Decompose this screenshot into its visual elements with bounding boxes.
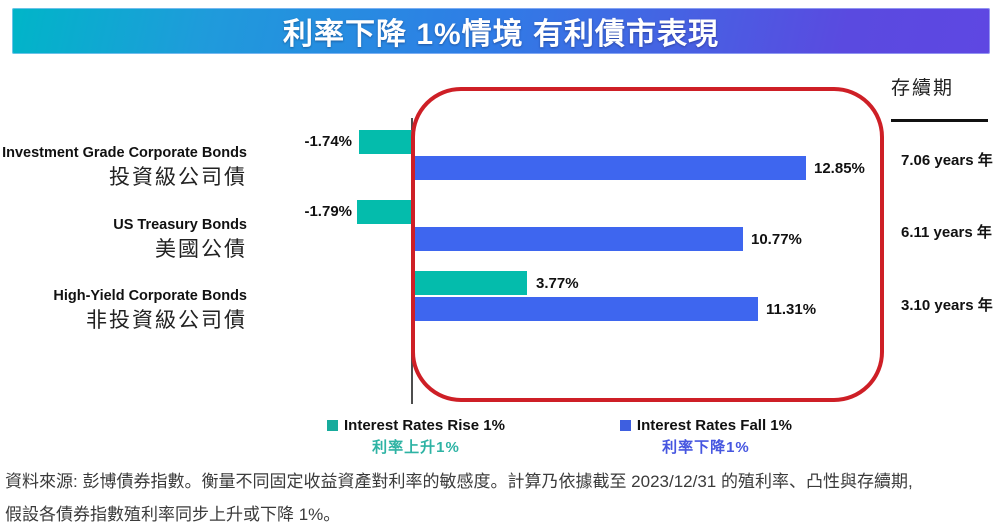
category-label-high-yield: High-Yield Corporate Bonds 非投資級公司債 bbox=[0, 288, 247, 332]
footnote-line-1: 資料來源: 彭博債券指數。衡量不同固定收益資產對利率的敏感度。計算乃依據截至 2… bbox=[5, 472, 913, 491]
page-title: 利率下降 1%情境 有利債市表現 bbox=[282, 18, 720, 51]
rise-bar-us-treasury bbox=[357, 200, 412, 224]
rise-bar-high-yield bbox=[413, 271, 527, 295]
rise-value-label: -1.79% bbox=[304, 203, 352, 220]
legend-label-fall-en: Interest Rates Fall 1% bbox=[636, 417, 792, 434]
fall-value-label: 12.85% bbox=[814, 160, 865, 177]
legend-item-fall: Interest Rates Fall 1% 利率下降1% bbox=[619, 417, 792, 457]
category-label-investment-grade: Investment Grade Corporate Bonds 投資級公司債 bbox=[0, 145, 247, 189]
duration-value: 7.06 years 年 bbox=[901, 152, 993, 169]
category-label-us-treasury: US Treasury Bonds 美國公債 bbox=[0, 217, 247, 261]
legend-label-fall-zh: 利率下降1% bbox=[662, 439, 750, 456]
fall-bar-high-yield bbox=[413, 297, 758, 321]
fall-bar-us-treasury bbox=[413, 227, 743, 251]
source-footnote: 資料來源: 彭博債券指數。衡量不同固定收益資產對利率的敏感度。計算乃依據截至 2… bbox=[5, 465, 998, 531]
fall-value-label: 11.31% bbox=[766, 301, 817, 318]
fall-value-label: 10.77% bbox=[751, 231, 802, 248]
legend-swatch-rise bbox=[327, 420, 338, 431]
rise-value-label: 3.77% bbox=[536, 275, 579, 292]
rise-value-label: -1.74% bbox=[304, 133, 352, 150]
fall-bar-investment-grade bbox=[413, 156, 806, 180]
rise-bar-investment-grade bbox=[359, 130, 412, 154]
category-zh: 非投資級公司債 bbox=[86, 308, 247, 332]
legend: Interest Rates Rise 1% 利率上升1% Interest R… bbox=[327, 417, 792, 457]
category-en: Investment Grade Corporate Bonds bbox=[2, 145, 247, 161]
legend-label-rise-zh: 利率上升1% bbox=[372, 439, 460, 456]
category-zh: 投資級公司債 bbox=[109, 165, 247, 189]
title-banner: 利率下降 1%情境 有利債市表現 bbox=[12, 8, 990, 54]
duration-value: 3.10 years 年 bbox=[901, 297, 993, 314]
duration-header-underline bbox=[891, 119, 988, 122]
legend-item-rise: Interest Rates Rise 1% 利率上升1% bbox=[327, 417, 505, 457]
legend-label-rise-en: Interest Rates Rise 1% bbox=[344, 417, 505, 434]
category-zh: 美國公債 bbox=[155, 237, 247, 261]
duration-header: 存續期 bbox=[891, 78, 955, 99]
duration-value: 6.11 years 年 bbox=[901, 224, 992, 241]
footnote-line-2: 假設各債券指數殖利率同步上升或下降 1%。 bbox=[5, 505, 341, 524]
category-en: US Treasury Bonds bbox=[113, 217, 247, 233]
legend-swatch-fall bbox=[619, 420, 631, 431]
category-en: High-Yield Corporate Bonds bbox=[53, 288, 247, 304]
